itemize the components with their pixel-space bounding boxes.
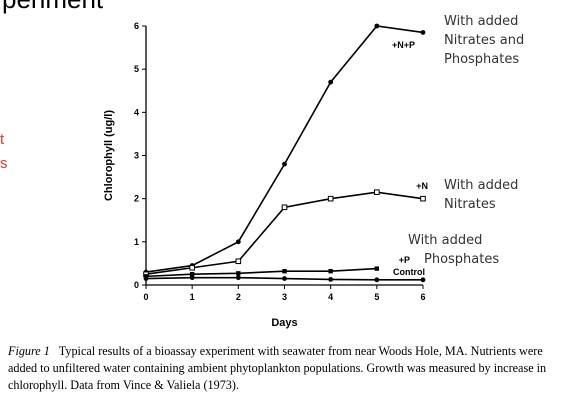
callout-line: With added: [408, 233, 483, 248]
x-tick-label: 0: [143, 292, 148, 302]
data-point: [189, 264, 195, 271]
callout-nitrates: With added Nitrates: [444, 176, 518, 214]
y-tick-label: 5: [134, 64, 139, 74]
callout-phosphates: With added Phosphates: [408, 231, 499, 269]
figure-caption-text: Typical results of a bioassay experiment…: [8, 344, 547, 392]
data-point: [282, 268, 287, 274]
figure-label: Figure 1: [8, 344, 50, 358]
data-point: [374, 266, 380, 271]
slide-left-text-line: s: [0, 155, 8, 172]
data-point: [328, 276, 334, 282]
data-point: [328, 79, 334, 85]
slide-title-fragment: periment: [2, 0, 103, 15]
series-p: +P: [143, 255, 410, 279]
series-label: +P: [399, 255, 410, 265]
x-tick-label: 1: [190, 292, 195, 302]
y-tick-label: 6: [134, 21, 139, 31]
x-axis-title: Days: [271, 317, 297, 329]
slide-left-text-line: t: [0, 131, 5, 148]
data-point: [236, 271, 241, 276]
series-label: +N: [416, 181, 428, 191]
data-point: [420, 277, 426, 283]
data-point: [235, 275, 241, 281]
figure-caption: Figure 1 Typical results of a bioassay e…: [8, 343, 573, 394]
data-point: [374, 189, 380, 195]
callout-line: Nitrates: [444, 197, 496, 212]
slide-left-text-fragment: t s: [0, 128, 10, 176]
x-tick-label: 5: [374, 292, 379, 302]
y-tick-label: 3: [134, 151, 139, 161]
data-point: [374, 23, 380, 29]
data-point: [189, 272, 195, 277]
series-n: +N: [143, 181, 428, 278]
x-tick-label: 3: [282, 292, 287, 302]
x-tick-label: 4: [328, 292, 333, 302]
chart-axes: 0 1 2 3 4 5 6 0 1 2 3 4 5 6: [134, 21, 426, 302]
y-axis-title: Chlorophyll (ug/l): [103, 110, 115, 201]
callout-line: Phosphates: [444, 52, 520, 67]
series-line: [145, 191, 424, 276]
data-point: [235, 239, 241, 245]
data-point: [281, 204, 288, 211]
callout-line: Phosphates: [424, 252, 500, 267]
series-n-p: +N +P: [143, 23, 426, 275]
series-label: Control: [393, 267, 425, 277]
data-point: [282, 276, 287, 281]
data-point: [282, 161, 287, 167]
y-tick-label: 4: [134, 107, 139, 117]
callout-line: With added: [444, 14, 519, 29]
data-point: [420, 30, 426, 35]
callout-line: With added: [444, 178, 519, 193]
series-line: [145, 267, 377, 278]
y-tick-label: 2: [134, 194, 139, 204]
y-tick-label: 1: [134, 237, 139, 247]
y-tick-label: 0: [134, 280, 139, 290]
data-point: [327, 195, 334, 202]
data-point: [189, 275, 195, 281]
data-point: [143, 276, 149, 281]
data-point: [420, 195, 426, 202]
callout-nitrates-and-phosphates: With added Nitrates and Phosphates: [444, 12, 524, 69]
series-label: +N+P: [392, 40, 415, 50]
data-point: [328, 268, 333, 274]
series-line: [145, 25, 424, 273]
data-point: [235, 258, 242, 265]
series-control: Control: [143, 267, 426, 283]
x-tick-label: 2: [236, 292, 241, 302]
x-tick-label: 6: [420, 292, 425, 302]
data-point: [374, 277, 380, 283]
callout-line: Nitrates and: [444, 33, 525, 48]
